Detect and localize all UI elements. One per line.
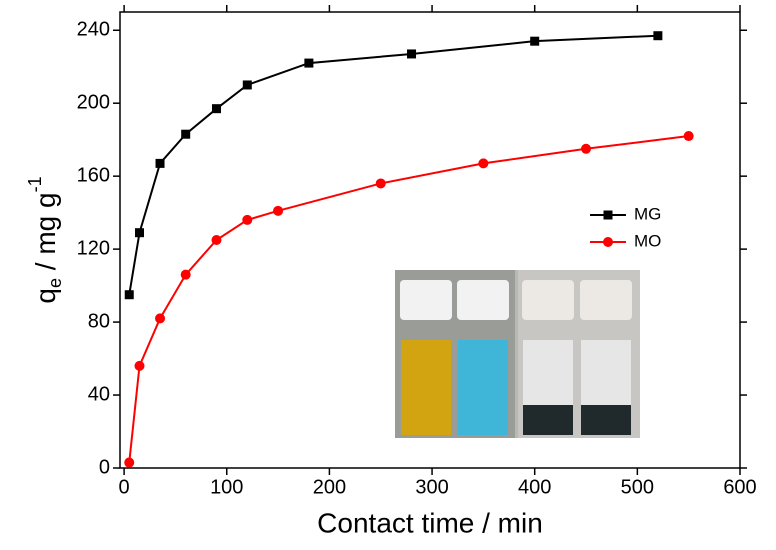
y-label-main: q (30, 288, 61, 304)
marker (134, 360, 145, 371)
marker (304, 58, 314, 68)
marker (124, 457, 135, 468)
marker (180, 269, 191, 280)
plot-frame (119, 11, 741, 469)
y-label-sup: -1 (25, 176, 45, 192)
marker (478, 158, 489, 169)
marker (273, 205, 284, 216)
x-tick-label: 0 (119, 476, 130, 498)
marker (135, 228, 145, 238)
y-tick-label: 240 (77, 19, 110, 41)
cap (400, 280, 452, 320)
y-tick-label: 160 (77, 164, 110, 186)
x-tick-label: 600 (723, 476, 756, 498)
x-tick-label: 400 (518, 476, 551, 498)
sediment (581, 405, 631, 435)
marker (211, 104, 221, 114)
legend-marker (603, 210, 613, 220)
x-axis-label: Contact time / min (317, 507, 543, 538)
legend-label: MG (634, 204, 661, 223)
marker (155, 158, 165, 168)
legend-marker (603, 237, 613, 247)
cap (457, 280, 509, 320)
y-tick-label: 200 (77, 91, 110, 113)
series-line (128, 34, 658, 295)
legend-label: MO (634, 231, 661, 250)
marker (242, 214, 253, 225)
sediment (523, 405, 573, 435)
y-tick-label: 80 (88, 310, 110, 332)
vial-blue (458, 340, 508, 435)
x-tick-label: 200 (313, 476, 346, 498)
marker (181, 129, 191, 139)
cap (580, 280, 632, 320)
marker (407, 49, 417, 59)
x-tick-label: 100 (210, 476, 243, 498)
marker (530, 36, 540, 46)
y-label-sub: e (45, 278, 65, 288)
vial-yellow (401, 340, 451, 435)
x-tick-label: 300 (415, 476, 448, 498)
marker (242, 80, 252, 90)
cap (522, 280, 574, 320)
marker (375, 178, 386, 189)
y-axis-label: qe / mg g-1 (25, 176, 65, 303)
inset-photo (395, 270, 640, 438)
marker (581, 143, 592, 154)
x-tick-label: 500 (621, 476, 654, 498)
y-label-mid: / mg g (30, 192, 61, 278)
marker (683, 131, 694, 142)
y-tick-label: 0 (99, 456, 110, 478)
marker (124, 290, 134, 300)
y-tick-label: 40 (88, 383, 110, 405)
marker (653, 31, 663, 41)
y-tick-label: 120 (77, 237, 110, 259)
marker (155, 313, 166, 324)
marker (211, 235, 222, 245)
